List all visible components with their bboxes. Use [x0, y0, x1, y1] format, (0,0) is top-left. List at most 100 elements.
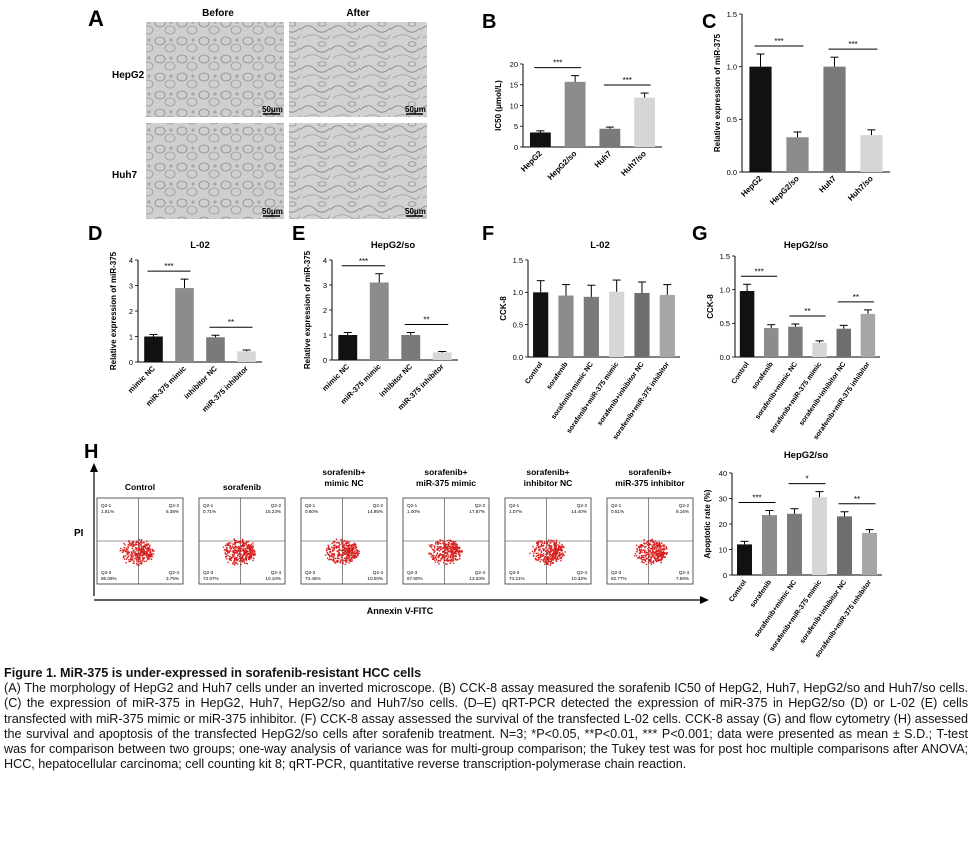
micrograph-hepg2-after	[289, 22, 427, 117]
y-tick-label: 1.0	[720, 285, 730, 294]
y-tick-label: 0.0	[727, 168, 737, 177]
quadrant-value: Q2-2	[169, 503, 180, 508]
y-axis-label: CCK-8	[706, 294, 715, 319]
caption-title: Figure 1. MiR-375 is under-expressed in …	[4, 666, 422, 680]
quadrant-value: Q2-1	[509, 503, 520, 508]
x-axis-arrow	[700, 596, 709, 604]
y-tick-label: 10	[719, 545, 727, 554]
quadrant-value: Q2-4	[169, 570, 180, 575]
significance-label: **	[423, 316, 429, 325]
panel-letter-b: B	[482, 11, 496, 33]
quadrant-value: 15.23%	[265, 509, 281, 514]
bar	[787, 513, 802, 575]
col-label-after: After	[346, 8, 369, 19]
quadrant-value: Q2-2	[373, 503, 384, 508]
y-axis-label: IC50 (μmol/L)	[494, 80, 503, 131]
category-label: sorafenib+mimic NC	[754, 361, 799, 421]
category-label: sorafenib+miR-375 mimic	[769, 579, 824, 653]
bar	[737, 544, 752, 575]
y-tick-label: 0	[323, 356, 327, 365]
quadrant-value: Q2-2	[475, 503, 486, 508]
quadrant-value: 7.56%	[676, 576, 689, 581]
significance-label: **	[228, 318, 234, 327]
significance-label: ***	[848, 40, 857, 49]
y-tick-label: 30	[719, 494, 727, 503]
significance-label: **	[854, 495, 860, 504]
quadrant-value: 0.51%	[611, 509, 624, 514]
category-label: mimic NC	[126, 364, 157, 395]
category-label: sorafenib	[546, 361, 570, 391]
row-label-hepg2: HepG2	[112, 70, 145, 81]
significance-label: **	[804, 307, 810, 316]
panel-letter-c: C	[702, 11, 716, 33]
category-label: HepG2/so	[768, 174, 801, 207]
quadrant-value: 82.77%	[611, 576, 627, 581]
quadrant-value: Q2-3	[101, 570, 112, 575]
figure-caption: Figure 1. MiR-375 is under-expressed in …	[4, 666, 968, 772]
flow-plot: sorafenib+inhibitor NC Q2-11.07% Q2-214.40…	[504, 467, 592, 585]
bar	[401, 335, 421, 360]
quadrant-value: 67.80%	[407, 576, 423, 581]
category-label: Control	[728, 579, 748, 603]
y-tick-label: 1.5	[513, 256, 523, 265]
y-tick-label: 40	[719, 469, 727, 478]
category-label: mimic NC	[320, 362, 351, 393]
bar	[659, 294, 675, 357]
quadrant-value: 86.06%	[101, 576, 117, 581]
figure-canvas: A Before After HepG2 Huh7 50μm 50μm 50μm…	[74, 6, 890, 659]
flow-plot-title: inhibitor NC	[524, 478, 573, 488]
panel-letter-a: A	[88, 6, 104, 31]
panel-letter-d: D	[88, 223, 102, 245]
scale-bar-2: 50μm	[405, 105, 426, 115]
panel-letter-f: F	[482, 223, 494, 245]
panel-letter-h: H	[84, 441, 98, 463]
chart-title: HepG2/so	[371, 240, 416, 251]
y-axis-label: Relative expression of miR-375	[109, 251, 118, 370]
y-tick-label: 3	[129, 281, 133, 290]
caption-body: (A) The morphology of HepG2 and Huh7 cel…	[4, 681, 968, 772]
quadrant-value: Q2-3	[203, 570, 214, 575]
flow-plot: sorafenib+miR-375 inhibitor Q2-10.51% Q2-2…	[606, 467, 694, 585]
flow-plot-title: sorafenib+	[628, 467, 671, 477]
quadrant-value: Q2-3	[305, 570, 316, 575]
micrograph-hepg2-before	[146, 22, 284, 117]
y-axis-label: Apoptotic rate (%)	[703, 489, 712, 558]
y-tick-label: 1.0	[513, 288, 523, 297]
y-axis-label: Relative expression of miR-375	[713, 33, 722, 152]
bar	[237, 351, 256, 362]
quadrant-value: 1.07%	[509, 509, 522, 514]
significance-label: ***	[553, 59, 562, 68]
flow-plot-title: sorafenib+	[322, 467, 365, 477]
bar	[823, 66, 846, 172]
quadrant-value: Q2-2	[577, 503, 588, 508]
y-tick-label: 0	[723, 571, 727, 580]
quadrant-value: 14.40%	[571, 509, 587, 514]
category-label: HepG2	[519, 149, 544, 174]
category-label: sorafenib+miR-375 inhibitor	[612, 361, 671, 441]
y-tick-label: 0.0	[513, 353, 523, 362]
panel-a: A Before After HepG2 Huh7 50μm 50μm 50μm…	[88, 6, 427, 219]
significance-label: ***	[359, 257, 368, 266]
y-tick-label: 1	[129, 332, 133, 341]
bar	[788, 326, 803, 357]
bar	[369, 282, 389, 360]
bar	[599, 128, 621, 147]
quadrant-value: Q2-4	[577, 570, 588, 575]
y-tick-label: 4	[323, 256, 327, 265]
significance-label: *	[805, 475, 808, 484]
y-tick-label: 5	[514, 122, 518, 131]
chart-e: E HepG2/so 0 1 2 3 4 Relative expression of miR…	[292, 223, 458, 412]
micrograph-huh7-before	[146, 123, 284, 219]
y-tick-label: 20	[719, 520, 727, 529]
y-tick-label: 0.5	[513, 320, 523, 329]
bar	[206, 337, 225, 362]
y-axis-label: CCK-8	[499, 296, 508, 321]
category-label: Control	[731, 361, 751, 385]
bar	[837, 516, 852, 575]
bar	[175, 288, 194, 362]
category-label: Control	[524, 361, 544, 385]
quadrant-value: 1.00%	[407, 509, 420, 514]
chart-title: HepG2/so	[784, 450, 829, 461]
